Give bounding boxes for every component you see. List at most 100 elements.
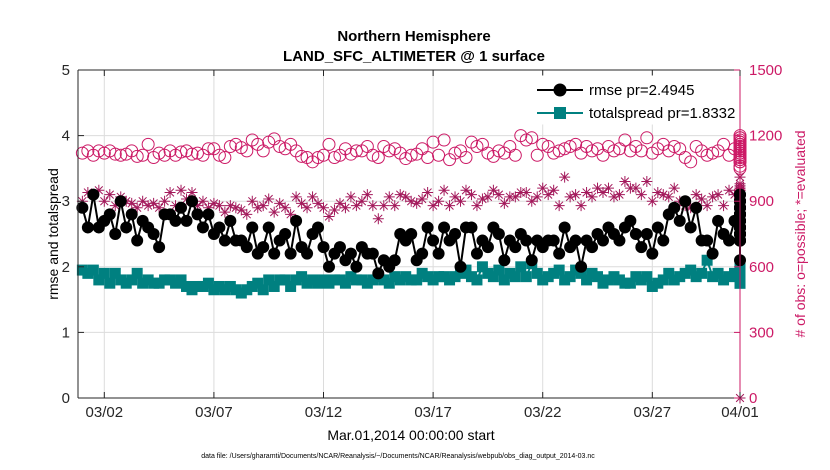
possible-point: [536, 137, 550, 151]
evaluated-point: [405, 195, 417, 207]
y-tick-label: 0: [62, 390, 70, 407]
possible-point: [223, 140, 237, 154]
rmse-point: [712, 214, 725, 227]
data-file-note: data file: /Users/gharamti/Documents/NCA…: [201, 453, 595, 460]
evaluated-point: [718, 200, 730, 212]
evaluated-point: [296, 197, 308, 209]
spread-point: [296, 271, 308, 283]
possible-point: [273, 140, 287, 154]
legend-rmse-label: rmse pr=2.4945: [589, 82, 694, 99]
possible-point: [317, 148, 331, 162]
evaluated-point: [301, 202, 313, 214]
y2-tick-label: 1200: [749, 128, 782, 145]
rmse-point: [449, 228, 462, 240]
rmse-point: [109, 228, 122, 240]
evaluated-point: [701, 200, 713, 212]
spread-point: [411, 274, 423, 286]
possible-point: [426, 135, 440, 149]
spread-point: [104, 277, 116, 289]
possible-point: [295, 149, 309, 163]
y2-tick-label: 900: [749, 193, 774, 210]
rmse-point: [575, 260, 588, 273]
evaluated-point: [328, 204, 340, 216]
evaluated-point: [520, 186, 532, 198]
possible-point: [108, 147, 122, 161]
evaluated-point: [186, 186, 198, 198]
rmse-point: [509, 241, 522, 254]
x-tick-label: 03/27: [634, 404, 672, 421]
evaluated-point: [109, 200, 121, 212]
possible-point: [437, 133, 451, 147]
rmse-point: [498, 254, 511, 267]
evaluated-point: [476, 193, 488, 205]
evaluated-point: [663, 191, 675, 203]
spread-point: [471, 274, 483, 286]
evaluated-point: [285, 208, 297, 220]
spread-point: [476, 261, 488, 273]
rmse-point: [613, 234, 626, 247]
spread-point: [202, 277, 214, 289]
evaluated-point: [307, 191, 319, 203]
possible-point: [92, 144, 106, 158]
evaluated-point: [131, 202, 143, 214]
possible-point: [114, 148, 128, 162]
possible-point: [327, 150, 341, 164]
possible-point: [717, 137, 731, 151]
evaluated-point: [641, 176, 653, 188]
rmse-point: [147, 228, 160, 240]
evaluated-point: [723, 184, 735, 196]
rmse-point: [481, 241, 494, 254]
spread-point: [263, 274, 275, 286]
y-tick-label: 2: [62, 259, 70, 276]
evaluated-point: [548, 184, 560, 196]
possible-point: [530, 148, 544, 162]
rmse-point: [202, 208, 215, 221]
possible-point: [349, 144, 363, 158]
possible-point: [558, 142, 572, 156]
evaluated-point: [93, 184, 105, 196]
rmse-point: [262, 221, 275, 234]
spread-point: [657, 274, 669, 286]
possible-point: [525, 131, 539, 145]
spread-point: [131, 267, 143, 279]
rmse-point: [569, 234, 582, 247]
axes: 03/02 03/07 03/12 03/17 03/22 03/27 04/0101234…: [62, 62, 783, 421]
evaluated-point: [668, 182, 680, 194]
evaluated-point: [422, 186, 434, 198]
spread-point: [252, 277, 264, 289]
evaluated-point: [712, 189, 724, 201]
rmse-point: [427, 234, 440, 247]
evaluated-point: [416, 193, 428, 205]
rmse-point: [257, 241, 270, 254]
possible-point: [508, 148, 522, 162]
evaluated-point: [493, 189, 505, 201]
chart-subtitle: LAND_SFC_ALTIMETER @ 1 surface: [283, 48, 545, 65]
spread-point: [109, 267, 121, 279]
rmse-point: [432, 247, 445, 260]
rmse-point: [635, 241, 648, 254]
possible-point: [141, 137, 155, 151]
rmse-point: [279, 228, 292, 240]
possible-point: [667, 140, 681, 154]
y-tick-label: 4: [62, 128, 70, 145]
possible-point: [563, 140, 577, 154]
chart-title: Northern Hemisphere: [337, 28, 490, 45]
evaluated-point: [537, 182, 549, 194]
possible-point: [97, 146, 111, 160]
evaluated-point: [570, 189, 582, 201]
evaluated-point: [98, 195, 110, 207]
evaluated-point: [345, 191, 357, 203]
spread-point: [701, 254, 713, 266]
rmse-point: [553, 247, 566, 260]
rmse-point: [547, 234, 560, 247]
spread-point: [93, 274, 105, 286]
possible-point: [404, 148, 418, 162]
evaluated-point: [509, 191, 521, 203]
evaluated-point: [487, 184, 499, 196]
evaluated-point: [318, 202, 330, 214]
legend-rmse-marker: [553, 83, 567, 97]
spread-point: [515, 261, 527, 273]
spread-point: [460, 264, 472, 276]
evaluated-point: [104, 189, 116, 201]
spread-point: [498, 274, 510, 286]
